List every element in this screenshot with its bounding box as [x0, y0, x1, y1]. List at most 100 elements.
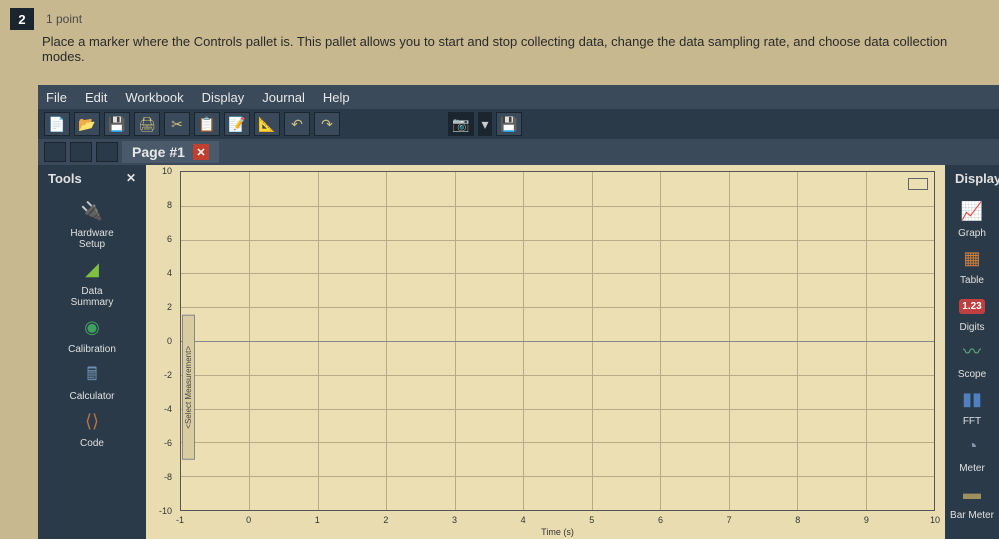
chart-grid[interactable]: [180, 171, 935, 511]
tools-close-icon[interactable]: ✕: [126, 171, 136, 186]
display-bar-meter[interactable]: ▬ Bar Meter: [949, 480, 995, 521]
menu-help[interactable]: Help: [323, 90, 350, 105]
display-icon: 📈: [956, 198, 988, 226]
menu-workbook[interactable]: Workbook: [125, 90, 183, 105]
tabbar: Page #1 ✕: [38, 139, 999, 165]
display-icon: ▦: [956, 245, 988, 273]
display-label: Table: [960, 275, 984, 286]
page-tab-label: Page #1: [132, 144, 185, 160]
ytick: 4: [167, 268, 172, 278]
display-digits[interactable]: 1.23 Digits: [949, 292, 995, 333]
tool-label: Calculator: [69, 391, 114, 402]
save-icon[interactable]: 💾: [104, 112, 130, 136]
xtick: 7: [727, 515, 732, 525]
chart-area[interactable]: -10-8-6-4-20246810 <Select Measurement> …: [146, 165, 945, 539]
ytick: -4: [164, 404, 172, 414]
toolbar: 📄 📂 💾 🖨 ✂ 📋 📝 📐 ↶ ↷ 📷 ▾ 💾: [38, 109, 999, 139]
displays-palette: Displays 📈 Graph ▦ Table 1.23 Digits 〰 Scope ▮▮F…: [945, 165, 999, 539]
chart-yaxis: -10-8-6-4-20246810: [146, 171, 176, 511]
tool-icon: 🖩: [76, 361, 108, 389]
chart-xlabel: Time (s): [541, 527, 574, 537]
display-fft[interactable]: ▮▮FFT: [949, 386, 995, 427]
xtick: 0: [246, 515, 251, 525]
menu-file[interactable]: File: [46, 90, 67, 105]
display-icon: 1.23: [956, 292, 988, 320]
tool-label: HardwareSetup: [70, 228, 113, 250]
displays-title: Displays: [955, 171, 999, 186]
ytick: -6: [164, 438, 172, 448]
app-window: File Edit Workbook Display Journal Help …: [38, 85, 999, 539]
close-icon[interactable]: ✕: [193, 144, 209, 160]
ytick: 8: [167, 200, 172, 210]
workspace: Tools ✕ 🔌HardwareSetup◢DataSummary◉Calib…: [38, 165, 999, 539]
display-label: Digits: [959, 322, 984, 333]
undo-icon[interactable]: ↶: [284, 112, 310, 136]
display-label: Meter: [959, 463, 985, 474]
ytick: 10: [162, 166, 172, 176]
copy-icon[interactable]: 📋: [194, 112, 220, 136]
xtick: 5: [589, 515, 594, 525]
cut-icon[interactable]: ✂: [164, 112, 190, 136]
ruler-icon[interactable]: 📐: [254, 112, 280, 136]
display-table[interactable]: ▦ Table: [949, 245, 995, 286]
tool-code[interactable]: ⟨⟩ Code: [42, 408, 142, 449]
tool-label: Code: [80, 438, 104, 449]
tool-icon: ⟨⟩: [76, 408, 108, 436]
display-icon: ▮▮: [956, 386, 988, 414]
tab-icon-3[interactable]: [96, 142, 118, 162]
new-icon[interactable]: 📄: [44, 112, 70, 136]
xtick: 1: [315, 515, 320, 525]
xtick: 10: [930, 515, 940, 525]
menu-journal[interactable]: Journal: [262, 90, 305, 105]
paste-icon[interactable]: 📝: [224, 112, 250, 136]
display-scope[interactable]: 〰 Scope: [949, 339, 995, 380]
xtick: 6: [658, 515, 663, 525]
display-label: Scope: [958, 369, 986, 380]
chart-xaxis: Time (s) -1012345678910: [180, 513, 935, 539]
tool-calculator[interactable]: 🖩 Calculator: [42, 361, 142, 402]
tool-data-summary[interactable]: ◢DataSummary: [42, 256, 142, 308]
print-icon[interactable]: 🖨: [134, 112, 160, 136]
xtick: 9: [864, 515, 869, 525]
chart-legend[interactable]: [908, 178, 928, 190]
tab-icon-1[interactable]: [44, 142, 66, 162]
tool-label: DataSummary: [71, 286, 114, 308]
camera-dropdown-icon[interactable]: ▾: [478, 112, 492, 136]
camera-save-icon[interactable]: 💾: [496, 112, 522, 136]
menubar: File Edit Workbook Display Journal Help: [38, 85, 999, 109]
ytick: 0: [167, 336, 172, 346]
display-icon: ▬: [956, 480, 988, 508]
menu-edit[interactable]: Edit: [85, 90, 107, 105]
tool-label: Calibration: [68, 344, 116, 355]
question-points: 1 point: [46, 12, 82, 26]
redo-icon[interactable]: ↷: [314, 112, 340, 136]
ytick: -2: [164, 370, 172, 380]
tools-palette: Tools ✕ 🔌HardwareSetup◢DataSummary◉Calib…: [38, 165, 146, 539]
tool-icon: ◉: [76, 314, 108, 342]
open-icon[interactable]: 📂: [74, 112, 100, 136]
xtick: 3: [452, 515, 457, 525]
ytick: 2: [167, 302, 172, 312]
chart-ylabel[interactable]: <Select Measurement>: [182, 315, 195, 460]
ytick: -8: [164, 472, 172, 482]
xtick: 2: [383, 515, 388, 525]
tool-hardware-setup[interactable]: 🔌HardwareSetup: [42, 198, 142, 250]
display-meter[interactable]: ◔ Meter: [949, 433, 995, 474]
page-tab[interactable]: Page #1 ✕: [122, 141, 219, 163]
display-graph[interactable]: 📈 Graph: [949, 198, 995, 239]
question-text: Place a marker where the Controls pallet…: [0, 34, 999, 70]
xtick: -1: [176, 515, 184, 525]
display-label: Graph: [958, 228, 986, 239]
xtick: 4: [521, 515, 526, 525]
display-icon: 〰: [956, 339, 988, 367]
camera-icon[interactable]: 📷: [448, 112, 474, 136]
ytick: -10: [159, 506, 172, 516]
ytick: 6: [167, 234, 172, 244]
tool-calibration[interactable]: ◉ Calibration: [42, 314, 142, 355]
tool-icon: 🔌: [76, 198, 108, 226]
display-icon: ◔: [956, 433, 988, 461]
tab-icon-2[interactable]: [70, 142, 92, 162]
tool-icon: ◢: [76, 256, 108, 284]
display-label: Bar Meter: [950, 510, 994, 521]
menu-display[interactable]: Display: [202, 90, 245, 105]
